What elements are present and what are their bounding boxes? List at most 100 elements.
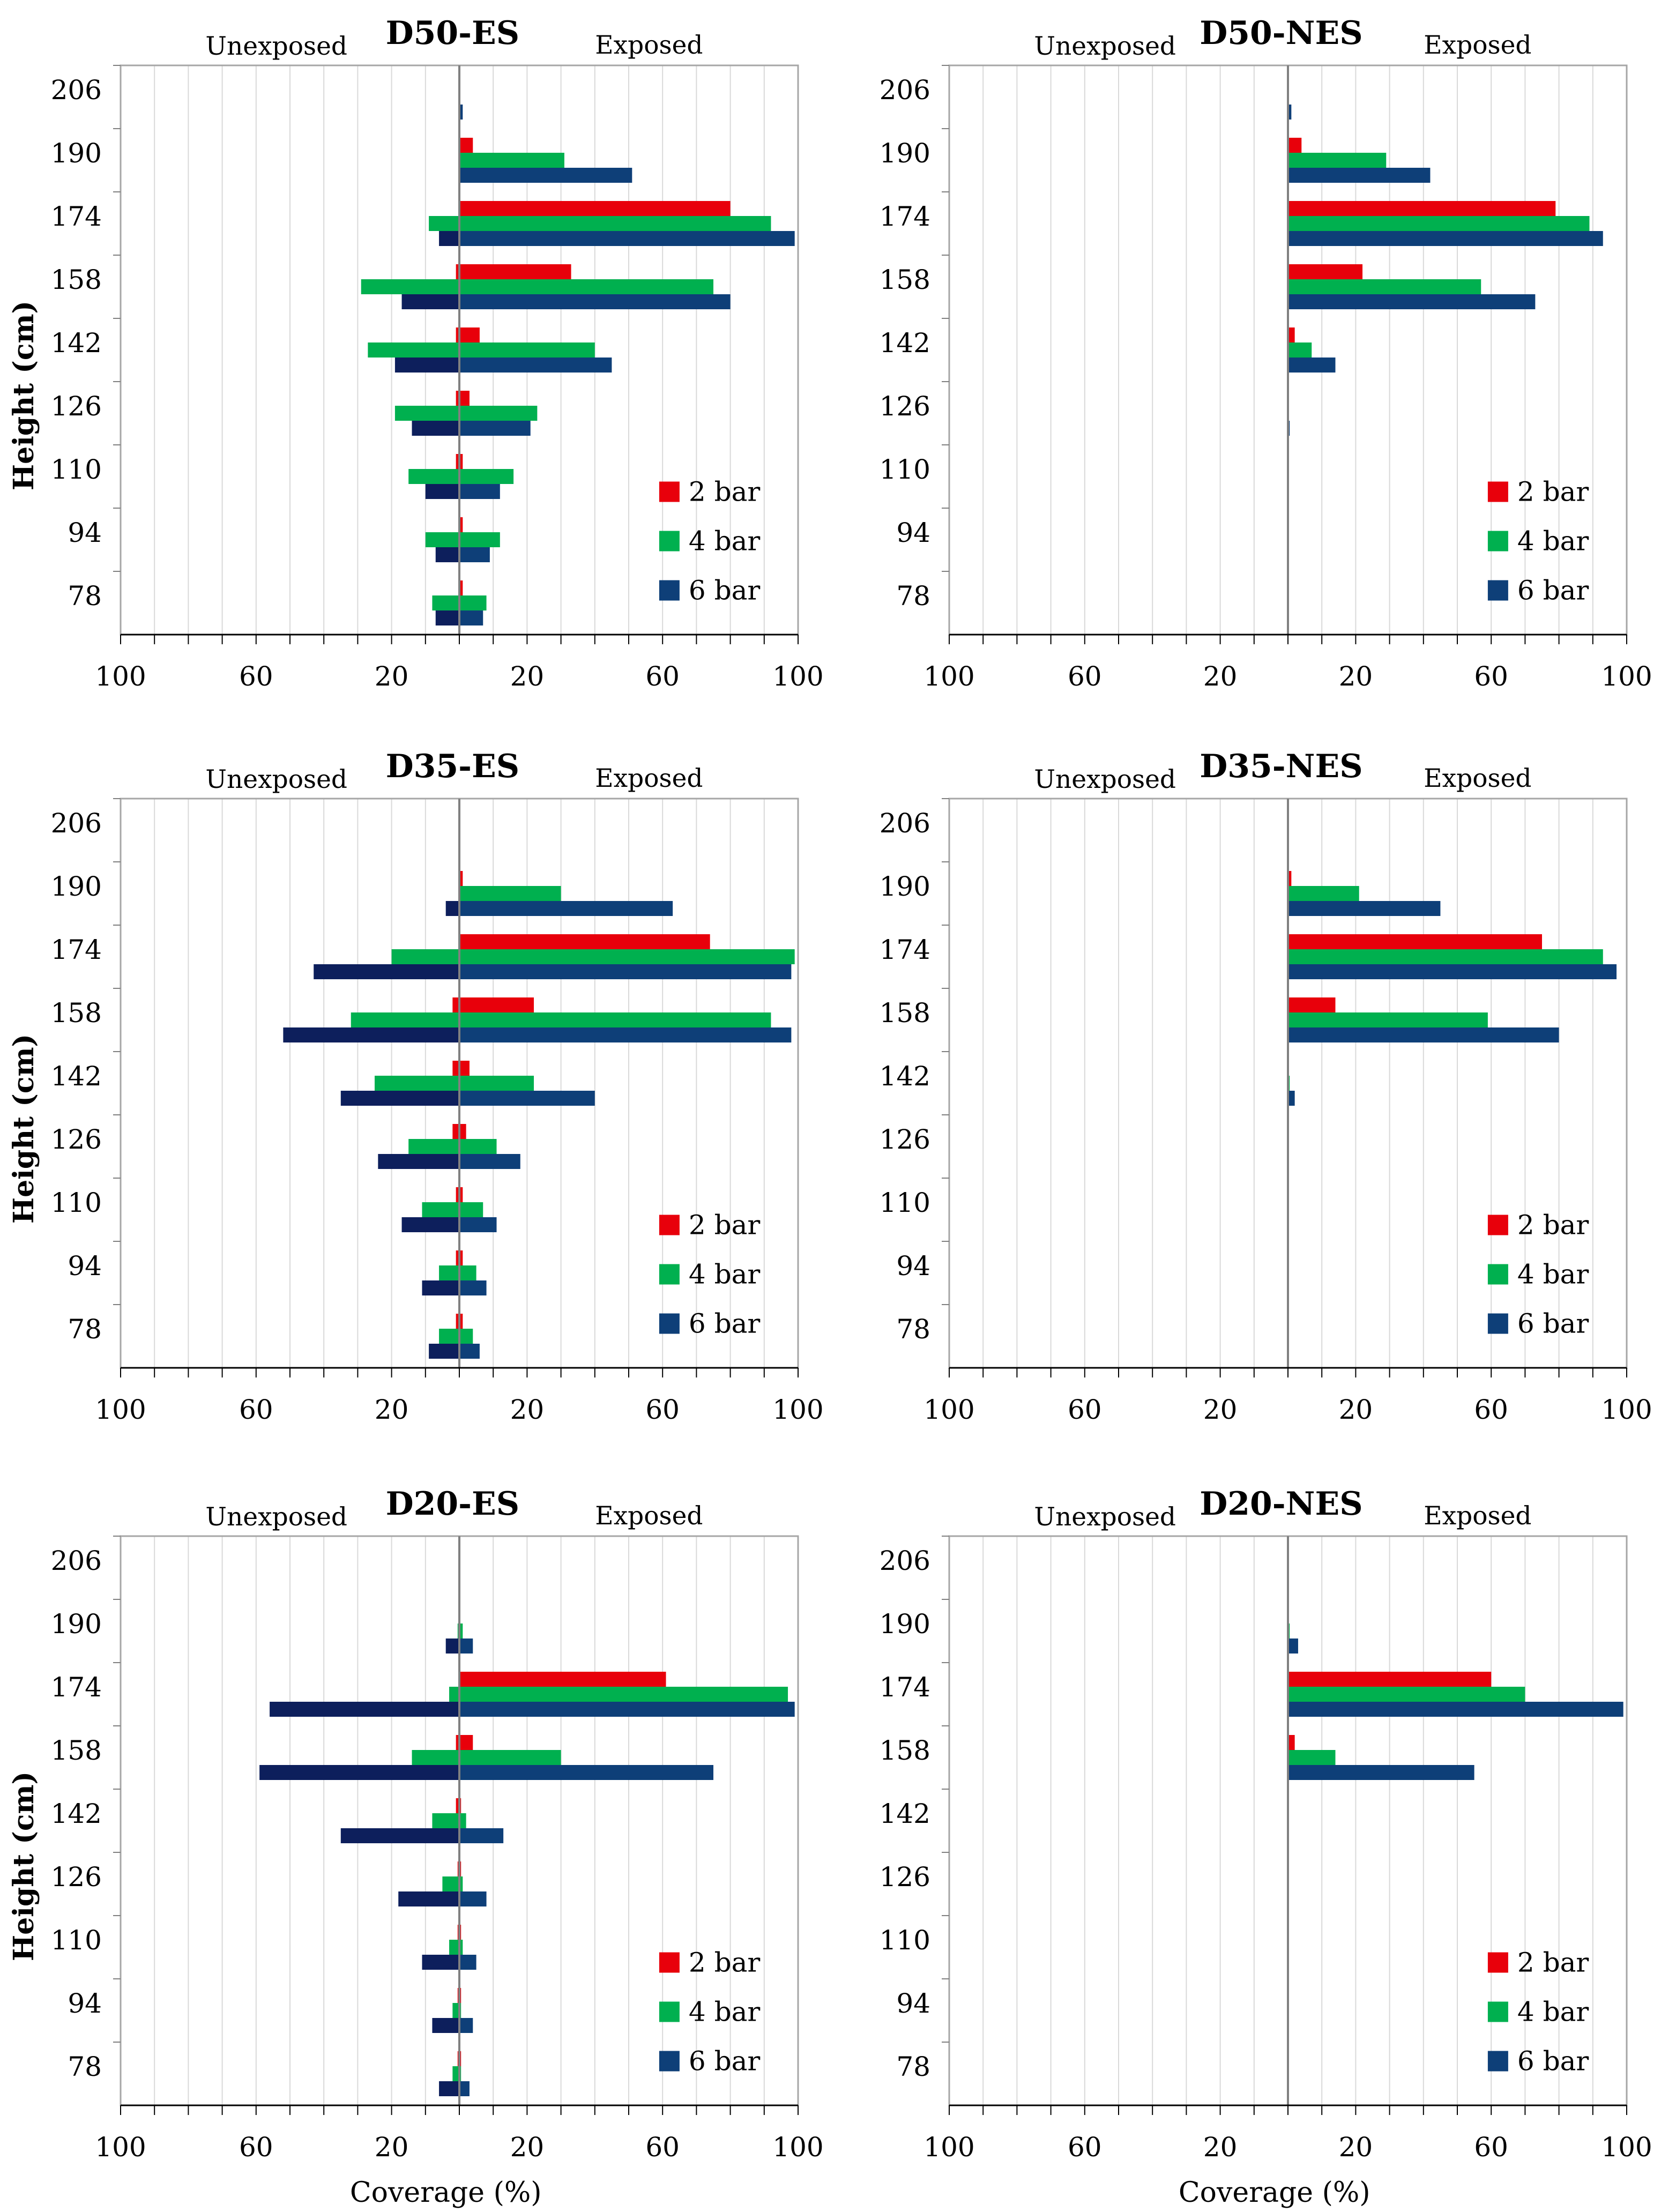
x-tick-label: 20 (1339, 2132, 1373, 2163)
bar-unexposed-2bar-126 (456, 391, 459, 406)
bar-unexposed-4bar-94 (439, 1265, 459, 1280)
bar-exposed-4bar-158 (1288, 1750, 1336, 1765)
x-tick-label: 100 (772, 2132, 823, 2163)
y-tick-label: 110 (51, 1925, 102, 1956)
legend-swatch-2bar (659, 1952, 680, 1973)
bar-unexposed-6bar-110 (401, 1217, 459, 1232)
x-tick-label: 60 (1068, 661, 1102, 692)
y-axis-title: Height (cm) (8, 301, 40, 490)
bar-exposed-2bar-158 (1288, 1735, 1295, 1750)
bar-unexposed-6bar-174 (314, 964, 459, 979)
unexposed-label: Unexposed (1034, 32, 1176, 61)
legend-label: 4 bar (1517, 526, 1589, 557)
bar-unexposed-6bar-110 (422, 1955, 459, 1970)
bar-unexposed-6bar-158 (259, 1765, 459, 1780)
bar-exposed-4bar-174 (459, 949, 795, 964)
unexposed-label: Unexposed (205, 765, 347, 794)
bar-exposed-4bar-190 (1288, 153, 1387, 168)
legend-label: 2 bar (689, 1210, 761, 1241)
legend-label: 6 bar (689, 575, 761, 606)
bar-exposed-6bar-94 (459, 547, 490, 562)
y-tick-label: 78 (896, 580, 930, 612)
bar-unexposed-6bar-78 (439, 2081, 459, 2096)
legend: 2 bar 4 bar 6 bar (659, 1947, 761, 2077)
legend: 2 bar 4 bar 6 bar (1487, 476, 1589, 606)
bar-exposed-6bar-94 (459, 2018, 473, 2033)
legend-label: 2 bar (1517, 1210, 1589, 1241)
x-tick-label: 100 (772, 1394, 823, 1425)
x-tick-label: 60 (1474, 661, 1508, 692)
legend-label: 6 bar (689, 2046, 761, 2077)
x-tick-label: 100 (1601, 1394, 1652, 1425)
legend-swatch-6bar (1487, 580, 1508, 601)
bar-unexposed-4bar-94 (452, 2003, 459, 2018)
bar-exposed-2bar-190 (459, 871, 463, 886)
bar-exposed-4bar-142 (1288, 342, 1312, 358)
bar-exposed-6bar-206 (1288, 105, 1292, 120)
y-tick-label: 142 (880, 327, 930, 359)
bar-exposed-4bar-142 (459, 342, 595, 358)
x-tick-label: 60 (645, 2132, 680, 2163)
bar-unexposed-4bar-158 (412, 1750, 459, 1765)
y-tick-label: 126 (51, 1124, 102, 1155)
bar-unexposed-4bar-174 (429, 216, 459, 231)
bar-unexposed-4bar-78 (439, 1329, 459, 1344)
y-tick-label: 94 (896, 517, 930, 548)
legend-swatch-4bar (659, 2001, 680, 2022)
legend-label: 4 bar (689, 1259, 761, 1290)
bar-exposed-2bar-158 (1288, 264, 1363, 279)
legend-label: 6 bar (1517, 1308, 1589, 1339)
y-tick-labels: 206 190 174 158 142 126 110 94 78 (880, 1536, 949, 2082)
bar-exposed-4bar-174 (459, 216, 771, 231)
x-tick-label: 20 (1203, 2132, 1238, 2163)
x-tick-label: 60 (645, 661, 680, 692)
bar-exposed-4bar-190 (459, 153, 564, 168)
bar-unexposed-2bar-158 (456, 264, 459, 279)
bar-exposed-4bar-142 (459, 1076, 534, 1091)
bar-exposed-6bar-142 (459, 1091, 595, 1106)
x-tick-label: 60 (239, 2132, 273, 2163)
y-tick-label: 142 (51, 1061, 102, 1092)
y-tick-label: 142 (51, 1798, 102, 1829)
x-tick-label: 20 (1203, 661, 1238, 692)
legend-label: 4 bar (1517, 1259, 1589, 1290)
x-tick-label: 20 (510, 1394, 545, 1425)
bar-exposed-6bar-78 (459, 1344, 480, 1359)
panel-d35-es: 206 190 174 158 142 126 110 94 78 100 60 20 20 60 100 D… (8, 748, 824, 1425)
bar-exposed-2bar-158 (1288, 997, 1336, 1012)
y-axis-title: Height (cm) (8, 1771, 40, 1961)
y-tick-label: 78 (68, 2051, 102, 2082)
bar-unexposed-4bar-110 (408, 469, 459, 484)
y-tick-label: 190 (51, 1608, 102, 1640)
bar-exposed-6bar-206 (459, 105, 463, 120)
x-tick-label: 20 (1339, 661, 1373, 692)
bar-unexposed-6bar-78 (435, 610, 459, 625)
bar-exposed-6bar-174 (459, 1702, 795, 1717)
y-tick-label: 206 (880, 75, 930, 106)
bar-unexposed-6bar-94 (422, 1280, 459, 1295)
bar-exposed-4bar-190 (1288, 886, 1359, 901)
y-tick-label: 158 (51, 997, 102, 1029)
bar-exposed-2bar-142 (459, 327, 480, 342)
legend: 2 bar 4 bar 6 bar (659, 476, 761, 606)
legend-swatch-4bar (1487, 2001, 1508, 2022)
bar-exposed-6bar-190 (459, 1638, 473, 1654)
y-tick-labels: 206 190 174 158 142 126 110 94 78 (51, 65, 121, 612)
x-tick-label: 20 (1339, 1394, 1373, 1425)
bar-exposed-2bar-126 (459, 391, 470, 406)
bar-exposed-4bar-158 (1288, 1012, 1488, 1027)
bar-unexposed-2bar-126 (452, 1124, 459, 1139)
x-tick-label: 100 (1601, 661, 1652, 692)
panel-d20-nes: 206 190 174 158 142 126 110 94 78 100 60 20 20 60 100 D… (880, 1485, 1652, 2209)
bar-exposed-2bar-158 (459, 264, 571, 279)
legend-swatch-2bar (1487, 1952, 1508, 1973)
bar-unexposed-2bar-142 (456, 1798, 459, 1813)
x-tick-label: 60 (645, 1394, 680, 1425)
bar-exposed-4bar-142 (459, 1813, 466, 1828)
legend-label: 2 bar (1517, 476, 1589, 508)
legend-swatch-4bar (1487, 1264, 1508, 1285)
bar-unexposed-2bar-142 (456, 327, 459, 342)
bar-unexposed-4bar-158 (361, 279, 459, 294)
panel-title: D50-NES (1200, 14, 1362, 52)
